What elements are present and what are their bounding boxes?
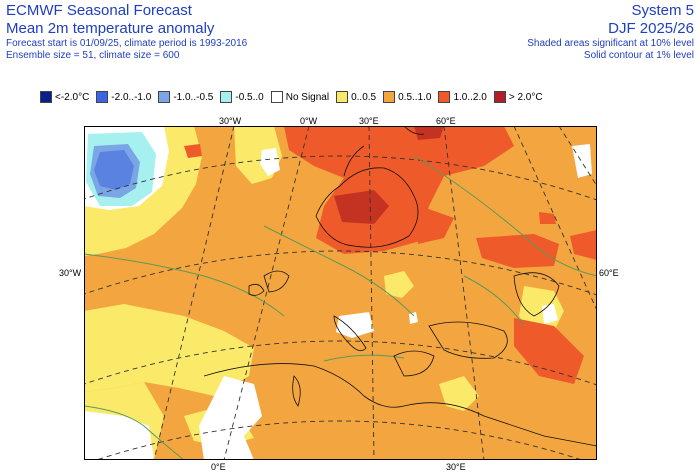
anomaly-1-2-regions xyxy=(184,126,597,384)
lon-label-bottom-0e: 0°E xyxy=(211,462,226,472)
lon-label-top-30w: 30°W xyxy=(219,116,242,126)
legend-label: -2.0..-1.0 xyxy=(111,91,152,103)
map-subtitle: Mean 2m temperature anomaly xyxy=(6,20,215,37)
legend-swatch xyxy=(40,91,52,103)
lon-label-top-60e: 60°E xyxy=(436,116,456,126)
legend-swatch xyxy=(270,91,283,103)
legend-swatch xyxy=(96,91,109,103)
legend-item: 1.0..2.0 xyxy=(438,91,487,103)
lon-label-bottom-30e: 30°E xyxy=(446,462,466,472)
legend-item: > 2.0°C xyxy=(493,91,543,103)
legend-item: -1.0..-0.5 xyxy=(158,91,213,103)
legend-item: <-2.0°C xyxy=(40,91,89,103)
header-right: System 5 DJF 2025/26 Shaded areas signif… xyxy=(527,2,694,62)
legend-item: 0..0.5 xyxy=(336,91,376,103)
lon-label-top-30e: 30°E xyxy=(359,116,379,126)
legend-swatch xyxy=(158,91,171,103)
anomaly-neg-2-1-region xyxy=(94,150,134,190)
anomaly-gt-2-regions xyxy=(334,126,444,224)
forecast-info: Forecast start is 01/09/25, climate peri… xyxy=(6,38,248,49)
legend-item: -2.0..-1.0 xyxy=(96,91,151,103)
legend-label: -0.5..0 xyxy=(235,91,264,103)
coastlines xyxy=(203,126,597,447)
color-legend: <-2.0°C -2.0..-1.0 -1.0..-0.5 -0.5..0 No… xyxy=(40,90,550,104)
legend-swatch xyxy=(493,91,506,103)
ensemble-info: Ensemble size = 51, climate size = 600 xyxy=(6,50,180,61)
legend-label: <-2.0°C xyxy=(55,91,90,103)
legend-label: > 2.0°C xyxy=(508,91,543,103)
legend-label: 0.5..1.0 xyxy=(398,91,432,103)
season-label: DJF 2025/26 xyxy=(608,20,694,37)
lon-label-right-60e: 60°E xyxy=(599,268,619,278)
graticule xyxy=(84,126,597,460)
legend-swatch xyxy=(383,91,396,103)
significance-contours xyxy=(84,155,597,460)
lon-label-top-0w: 0°W xyxy=(300,116,318,126)
legend-swatch xyxy=(336,91,349,103)
header-left: ECMWF Seasonal Forecast Mean 2m temperat… xyxy=(6,2,247,62)
legend-swatch xyxy=(220,91,233,103)
legend-item: -0.5..0 xyxy=(220,91,264,103)
significance-contour: Solid contour at 1% level xyxy=(583,50,694,61)
significance-shaded: Shaded areas significant at 10% level xyxy=(527,38,694,49)
legend-label: 0..0.5 xyxy=(351,91,377,103)
system-label: System 5 xyxy=(631,2,694,19)
map-frame xyxy=(84,126,597,460)
legend-item: 0.5..1.0 xyxy=(383,91,431,103)
legend-label: No Signal xyxy=(285,91,330,103)
lon-label-left-30w: 30°W xyxy=(59,268,82,278)
map-title: ECMWF Seasonal Forecast xyxy=(6,2,192,19)
anomaly-map xyxy=(84,126,597,460)
legend-label: -1.0..-0.5 xyxy=(173,91,214,103)
legend-item: No Signal xyxy=(270,91,330,103)
legend-label: 1.0..2.0 xyxy=(453,91,487,103)
legend-swatch xyxy=(438,91,451,103)
